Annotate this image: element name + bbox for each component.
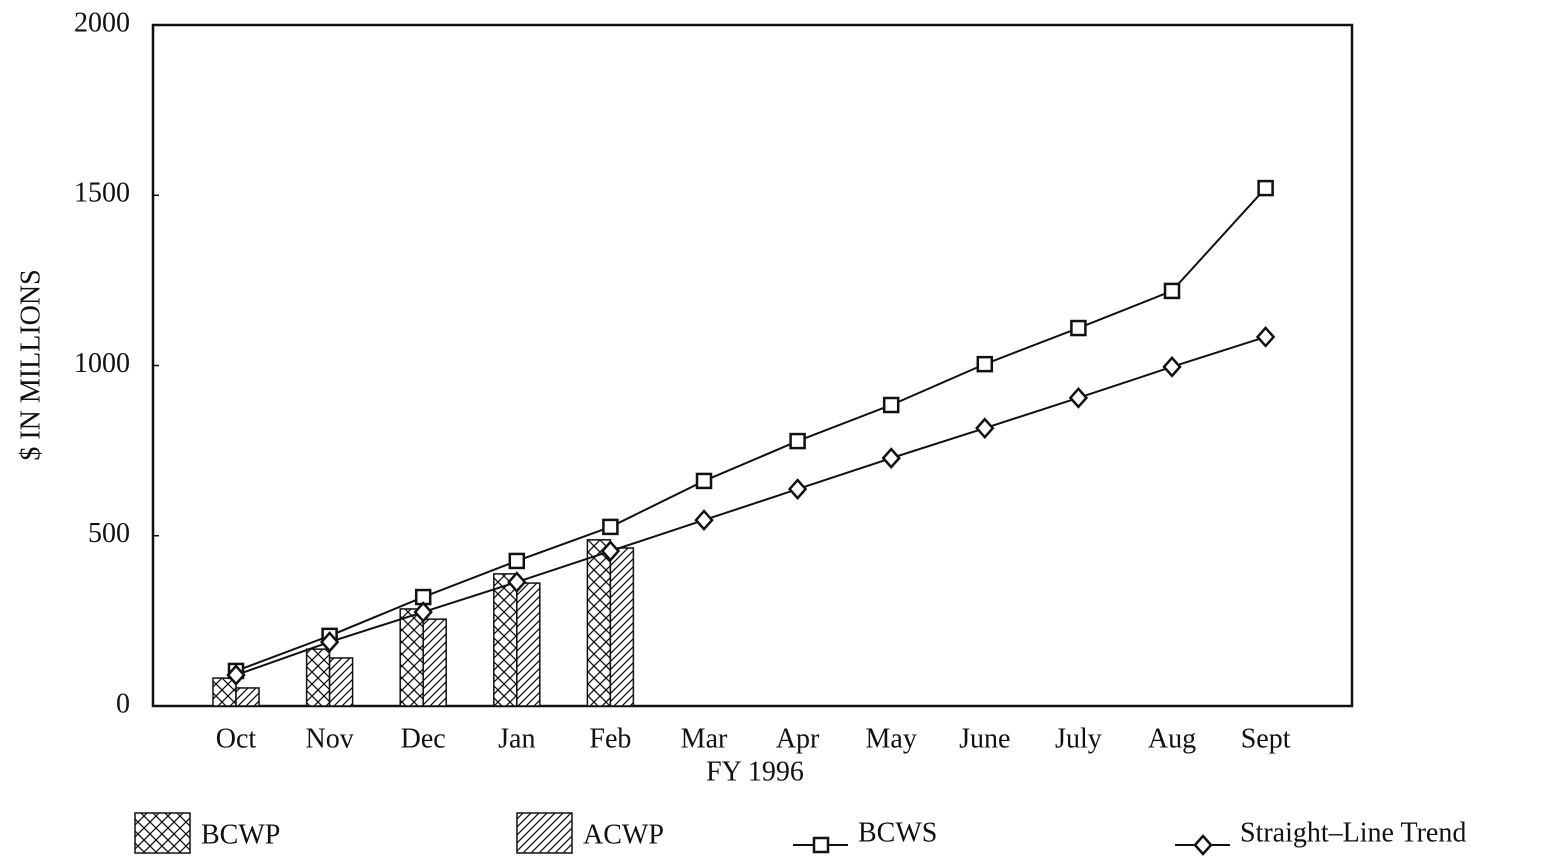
- bar: [235, 687, 260, 707]
- marker: [1070, 319, 1087, 337]
- marker: [602, 518, 619, 536]
- marker: [1255, 326, 1276, 348]
- marker: [1257, 179, 1274, 197]
- marker: [975, 417, 995, 440]
- marker: [319, 631, 340, 653]
- x-tick-label: Oct: [216, 723, 257, 754]
- marker: [508, 552, 526, 570]
- y-tick-label: 0: [116, 688, 130, 719]
- legend-swatch: [134, 812, 191, 854]
- marker: [789, 432, 806, 450]
- x-tick-label: Sept: [1241, 723, 1291, 754]
- marker: [600, 540, 621, 562]
- line: [235, 335, 1266, 676]
- x-tick-label: Feb: [589, 723, 631, 754]
- y-tick-label: 2000: [74, 7, 130, 38]
- legend-marker: [812, 836, 830, 854]
- marker: [507, 571, 527, 593]
- y-tick-label: 1000: [74, 348, 130, 379]
- marker: [226, 664, 246, 686]
- marker: [1163, 282, 1181, 300]
- bar: [212, 677, 237, 707]
- marker: [1162, 355, 1182, 378]
- legend-swatch: [516, 812, 573, 854]
- bar: [399, 608, 424, 707]
- y-tick-label: 1500: [74, 178, 130, 209]
- legend-label: Straight–Line Trend: [1240, 817, 1466, 848]
- x-tick-label: July: [1055, 723, 1102, 754]
- marker: [1068, 386, 1089, 409]
- legend-label: BCWS: [858, 817, 937, 848]
- marker: [787, 478, 808, 500]
- x-tick-label: Nov: [305, 723, 353, 754]
- legend-label: ACWP: [583, 819, 664, 850]
- marker: [881, 447, 901, 469]
- marker: [413, 601, 433, 623]
- x-axis-label: FY 1996: [706, 756, 804, 787]
- x-tick-label: Mar: [681, 723, 728, 754]
- x-tick-label: Dec: [401, 723, 446, 754]
- bar: [422, 618, 447, 707]
- x-tick-label: Aug: [1148, 723, 1196, 754]
- y-axis-label: $ IN MILLIONS: [15, 269, 46, 460]
- x-tick-label: Apr: [776, 723, 820, 754]
- marker: [695, 472, 713, 490]
- marker: [882, 396, 900, 414]
- x-tick-label: Jan: [498, 723, 535, 754]
- y-tick-label: 500: [88, 518, 130, 549]
- line: [235, 187, 1267, 672]
- bar: [516, 582, 541, 707]
- bar: [586, 539, 612, 707]
- marker: [694, 509, 714, 531]
- x-tick-label: June: [959, 723, 1010, 754]
- legend-marker: [1193, 834, 1213, 856]
- legend-label: BCWP: [201, 819, 280, 850]
- x-tick-label: May: [866, 723, 917, 754]
- bar: [609, 547, 635, 707]
- bar: [328, 657, 354, 707]
- marker: [976, 355, 994, 373]
- bar: [305, 648, 331, 707]
- bar: [493, 573, 518, 707]
